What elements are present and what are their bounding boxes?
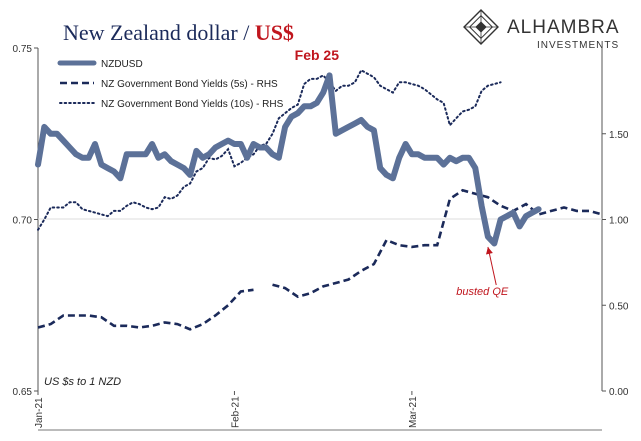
right-tick-label: 0.00 — [609, 387, 629, 398]
legend-label: NZ Government Bond Yields (10s) - RHS — [101, 99, 284, 110]
left-axis-note: US $s to 1 NZD — [44, 376, 121, 388]
series-layer — [35, 68, 603, 331]
legend-label: NZDUSD — [101, 59, 143, 70]
x-tick-label: Mar-21 — [408, 396, 419, 428]
legend-label: NZ Government Bond Yields (5s) - RHS — [101, 79, 278, 90]
logo: ALHAMBRA INVESTMENTS — [463, 9, 620, 51]
left-tick-label: 0.75 — [13, 44, 33, 55]
annotation-text: busted QE — [456, 286, 509, 298]
left-tick-label: 0.65 — [13, 387, 33, 398]
x-tick-label: Jan-21 — [34, 397, 45, 428]
right-tick-label: 1.00 — [609, 216, 629, 227]
series-line-0 — [35, 72, 542, 247]
x-axis-ticks: Jan-21 Feb-21 Mar-21 — [34, 391, 419, 428]
logo-name: ALHAMBRA — [507, 17, 620, 38]
series-line-1 — [37, 288, 254, 331]
x-tick-label: Feb-21 — [230, 396, 241, 428]
series-line-1 — [272, 188, 603, 299]
annotation-text: Feb 25 — [295, 47, 340, 63]
right-axis-ticks: 0.00 0.50 1.00 1.50 — [602, 130, 629, 398]
right-tick-label: 0.50 — [609, 301, 629, 312]
series-line-2 — [37, 68, 502, 231]
legend: NZDUSD NZ Government Bond Yields (5s) - R… — [57, 59, 284, 110]
chart-title-part2: US$ — [255, 20, 294, 45]
chart-title: New Zealand dollar / US$ — [63, 20, 294, 45]
annotation-arrow-head — [486, 246, 493, 255]
annotations: Feb 25 busted QE — [295, 47, 509, 298]
left-axis-ticks: 0.65 0.70 0.75 — [13, 44, 38, 398]
right-tick-label: 1.50 — [609, 130, 629, 141]
logo-sub: INVESTMENTS — [537, 40, 619, 51]
chart-title-part1: New Zealand dollar / — [63, 20, 255, 45]
alhambra-diamond-logo-icon — [463, 9, 499, 45]
left-tick-label: 0.70 — [13, 216, 33, 227]
